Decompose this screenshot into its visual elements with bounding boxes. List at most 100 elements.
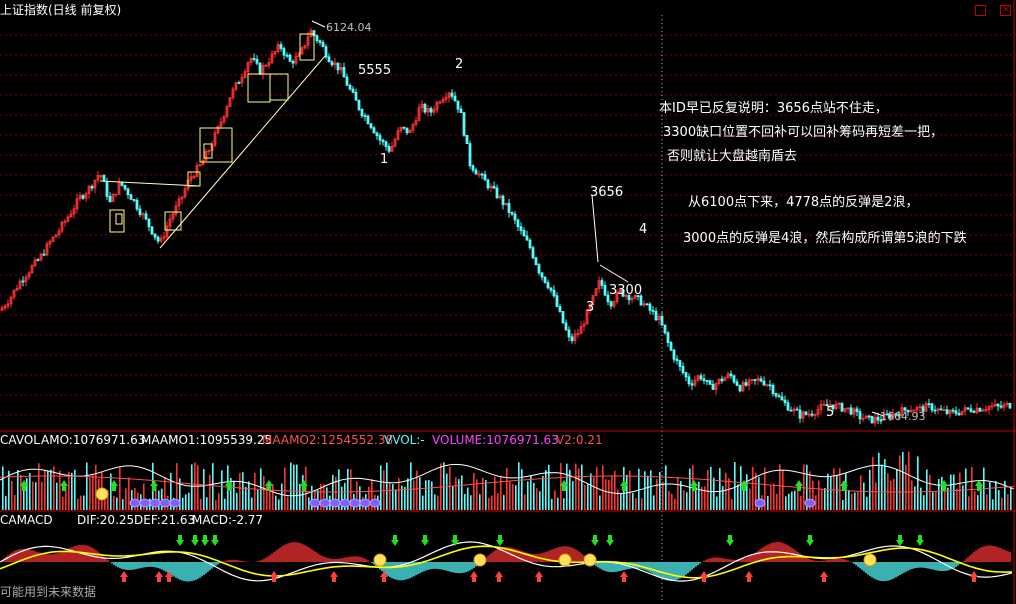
volume-bar [578,468,580,510]
price-candle [15,288,19,291]
footer-note: 可能用到未来数据 [0,585,97,599]
volume-bar [257,490,259,510]
close-button[interactable] [1000,5,1011,16]
price-candle [306,36,310,46]
price-candle [693,379,697,386]
price-candle [981,409,985,412]
macd-buy-arrow-icon [421,535,429,546]
price-candle [705,380,709,382]
price-candle [1002,404,1006,408]
price-candle [462,112,466,136]
volume-bar [716,496,718,510]
price-candle [195,165,199,177]
volume-signal-icon [159,498,171,508]
volume-bar [44,469,46,510]
sell-arrow-icon [155,571,163,582]
volume-bar [395,489,397,510]
price-candle [765,384,769,387]
price-candle [795,408,799,411]
volume-bar [77,498,79,510]
price-candle [939,408,943,411]
price-candle [273,51,277,55]
volume-bar [689,468,691,510]
volume-bar [893,478,895,510]
volume-bar [407,478,409,510]
price-candle [969,408,973,412]
price-candle [849,407,853,415]
volume-bar [914,486,916,510]
volume-bar [554,490,556,510]
volume-bar [971,466,973,510]
macd-histogram [1,542,1011,582]
price-candle [1008,402,1012,409]
volume-bar [23,481,25,510]
price-candle [663,324,667,334]
smiley-icon [558,553,572,567]
price-candle [546,282,550,289]
volume-bar [386,462,388,510]
volume-bar [998,490,1000,510]
price-candle [207,150,211,152]
smiley-icon [583,553,597,567]
price-candle [321,42,325,48]
price-candle [198,164,202,167]
price-candle [612,301,616,307]
price-candle [333,62,337,66]
price-candle [945,409,949,414]
volume-bar [599,495,601,510]
volume-panel-name: CAVOL [0,433,40,447]
price-candle [543,276,547,284]
volume-bar [422,495,424,510]
price-candle [828,404,832,407]
price-candle [627,294,631,301]
price-candle [606,294,610,303]
volume-bar [737,484,739,510]
price-candle [549,287,553,291]
volume-bar [923,495,925,510]
price-candle [744,382,748,386]
macd-value: MACD:-2.77 [192,513,264,527]
volume-bar [461,475,463,510]
volume-bar [62,496,64,510]
price-candle [519,226,523,231]
restore-button[interactable] [975,5,986,16]
macd-buy-arrow-icon [591,535,599,546]
price-candle [855,408,859,412]
volume-bar [11,481,13,510]
price-candle [294,56,298,64]
volume-bar [881,464,883,510]
price-candle [642,303,646,306]
price-candle [414,120,418,125]
price-candle [762,380,766,386]
volume-signal-icon [129,498,141,508]
price-candle [720,378,724,382]
price-candle [36,259,40,262]
price-candle [789,409,793,412]
volume-bar [740,466,742,510]
price-candle [825,403,829,407]
price-candle [342,66,346,78]
volume-bar [779,464,781,510]
price-candle [615,291,619,303]
macd-buy-arrow-icon [606,535,614,546]
price-candle [99,175,103,177]
price-candle [567,329,571,338]
sell-arrow-icon [620,571,628,582]
price-candle [633,295,637,299]
volume-bar [503,495,505,510]
price-candle [498,195,502,199]
volume-value: VOLUME:1076971.63 [432,433,559,447]
price-candle [621,289,625,297]
volume-signal-icon [754,498,766,508]
volume-signal-icon [359,498,371,508]
volume-bar [128,477,130,510]
volume-bar [17,470,19,510]
consolidation-box [199,127,233,163]
volume-signal-icon [309,498,321,508]
macd-buy-arrow-icon [916,535,924,546]
volume-bar [398,477,400,510]
volume-bar [437,495,439,510]
volume-bar [452,485,454,510]
